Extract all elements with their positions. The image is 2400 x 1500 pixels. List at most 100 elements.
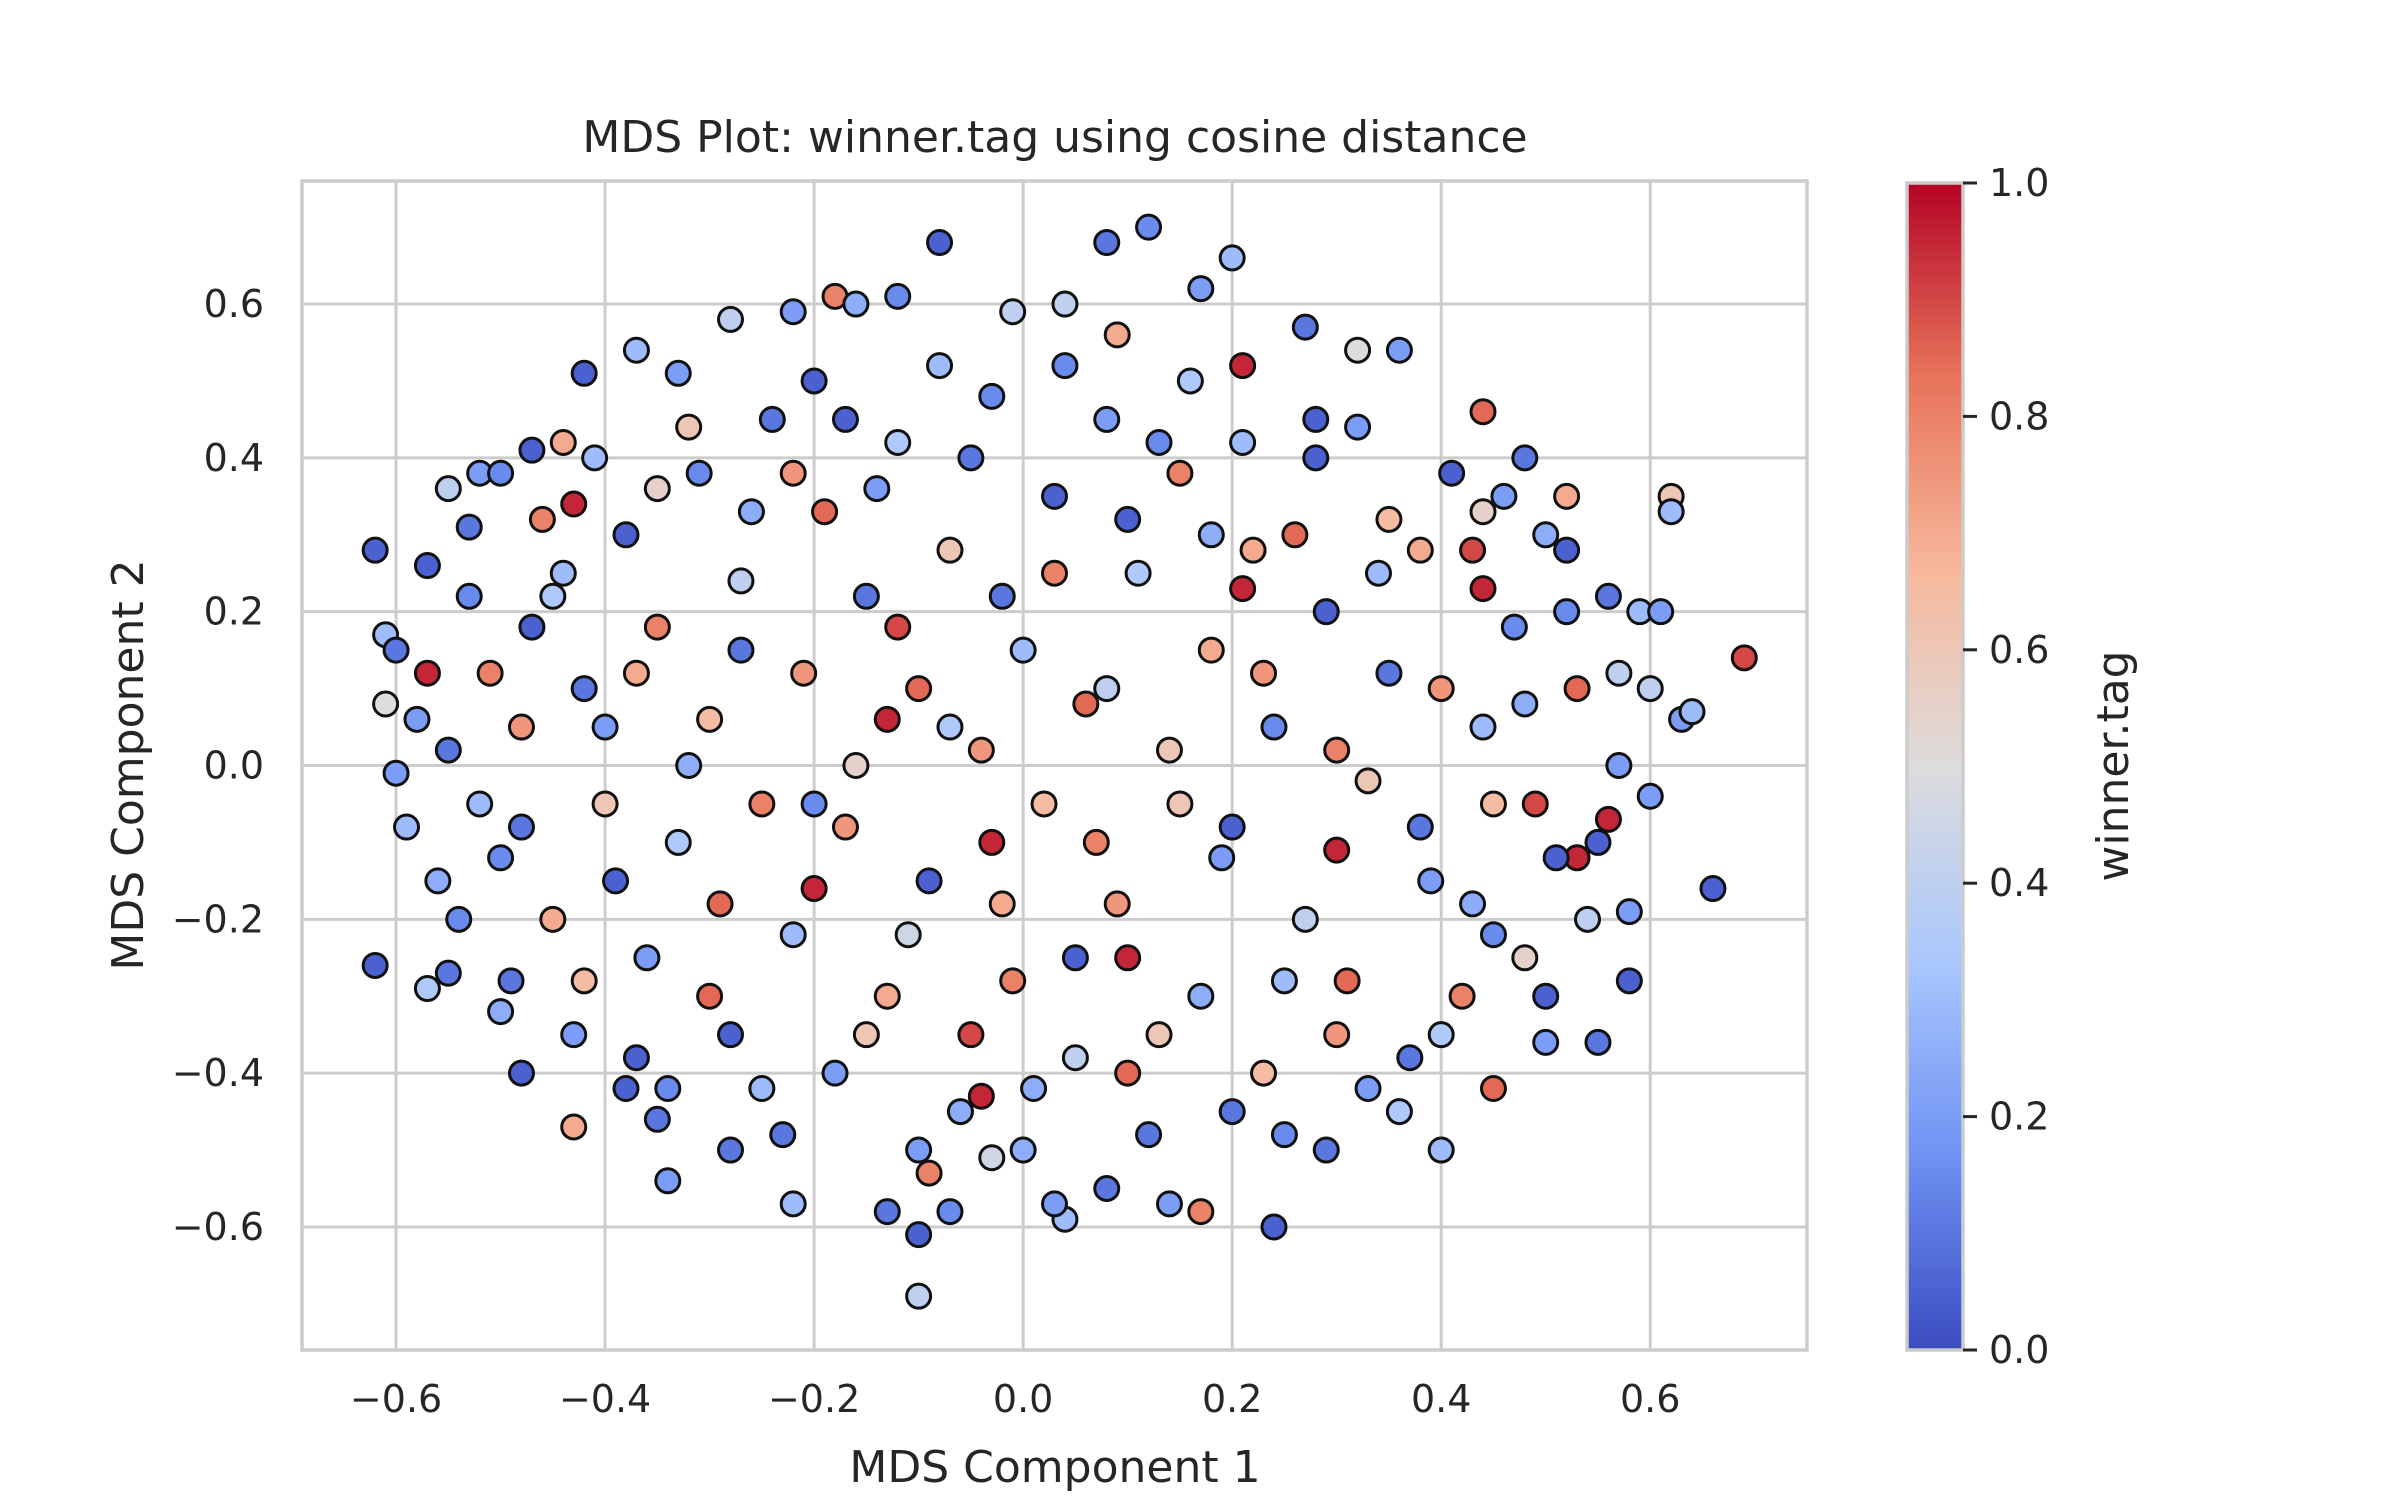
y-tick-label: −0.6 bbox=[172, 1205, 264, 1249]
data-point bbox=[1323, 836, 1351, 864]
data-point bbox=[1114, 1059, 1142, 1087]
data-point bbox=[560, 1113, 588, 1141]
data-point bbox=[664, 828, 692, 856]
x-tick-label: −0.4 bbox=[559, 1377, 651, 1421]
data-point bbox=[967, 736, 995, 764]
data-point bbox=[539, 905, 567, 933]
data-point bbox=[1155, 1190, 1183, 1218]
data-point bbox=[1009, 636, 1037, 664]
data-point bbox=[675, 752, 703, 779]
data-points bbox=[361, 213, 1758, 1310]
data-point bbox=[643, 475, 671, 503]
data-point bbox=[905, 1221, 933, 1249]
data-point bbox=[1093, 1174, 1121, 1202]
data-point bbox=[852, 582, 880, 610]
data-point bbox=[852, 1021, 880, 1049]
data-point bbox=[1479, 921, 1507, 949]
data-point bbox=[1051, 290, 1079, 318]
colorbar bbox=[1907, 183, 1963, 1350]
data-point bbox=[696, 982, 724, 1010]
data-point bbox=[1187, 1198, 1215, 1226]
data-point bbox=[936, 713, 964, 741]
data-point bbox=[1124, 559, 1152, 587]
data-point bbox=[1532, 521, 1560, 549]
data-point bbox=[1438, 459, 1466, 487]
data-point bbox=[1135, 1121, 1163, 1149]
data-point bbox=[570, 675, 598, 703]
data-point bbox=[560, 490, 588, 518]
data-point bbox=[748, 790, 776, 818]
data-point bbox=[1594, 805, 1622, 833]
data-point bbox=[424, 867, 452, 895]
data-point bbox=[1145, 1021, 1173, 1049]
data-point bbox=[633, 944, 661, 972]
colorbar-tick-label: 0.8 bbox=[1989, 394, 2049, 438]
data-point bbox=[779, 298, 807, 326]
data-point bbox=[1082, 828, 1110, 856]
data-point bbox=[1605, 752, 1633, 779]
data-point bbox=[800, 367, 828, 395]
data-point bbox=[675, 413, 703, 441]
data-point bbox=[1218, 1098, 1246, 1126]
data-point bbox=[1291, 905, 1319, 933]
data-point bbox=[1511, 444, 1539, 472]
data-point bbox=[957, 444, 985, 472]
data-point bbox=[570, 359, 598, 387]
data-point bbox=[1291, 313, 1319, 341]
data-point bbox=[466, 790, 494, 818]
data-point bbox=[685, 459, 713, 487]
data-point bbox=[873, 982, 901, 1010]
data-point bbox=[779, 921, 807, 949]
data-point bbox=[1584, 1028, 1612, 1056]
data-point bbox=[1427, 1021, 1455, 1049]
data-point bbox=[372, 690, 400, 718]
y-tick-label: 0.4 bbox=[204, 436, 264, 480]
data-point bbox=[946, 1098, 974, 1126]
data-point bbox=[487, 998, 515, 1026]
data-point bbox=[1615, 967, 1643, 995]
x-tick-label: 0.0 bbox=[993, 1377, 1053, 1421]
data-point bbox=[1302, 405, 1330, 433]
data-point bbox=[1072, 690, 1100, 718]
data-point bbox=[1208, 844, 1236, 872]
data-point bbox=[1323, 1021, 1351, 1049]
data-point bbox=[1135, 213, 1163, 241]
data-point bbox=[1542, 844, 1570, 872]
data-point bbox=[1155, 736, 1183, 764]
data-point bbox=[1406, 536, 1434, 564]
data-point bbox=[1166, 790, 1194, 818]
data-point bbox=[591, 790, 619, 818]
data-point bbox=[507, 813, 535, 841]
data-point bbox=[1375, 505, 1403, 533]
data-point bbox=[581, 444, 609, 472]
y-axis-label: MDS Component 2 bbox=[103, 559, 154, 970]
data-point bbox=[1427, 675, 1455, 703]
data-point bbox=[1469, 713, 1497, 741]
data-point bbox=[1364, 559, 1392, 587]
data-point bbox=[831, 813, 859, 841]
data-point bbox=[999, 967, 1027, 995]
colorbar-frame bbox=[1905, 181, 1965, 1352]
colorbar-tick-label: 0.6 bbox=[1989, 628, 2049, 672]
data-point bbox=[1479, 790, 1507, 818]
data-point bbox=[779, 459, 807, 487]
y-axis-ticks: −0.6 −0.4 −0.2 0.0 0.2 0.4 0.6 bbox=[172, 282, 264, 1249]
data-point bbox=[455, 513, 483, 541]
data-point bbox=[1699, 875, 1727, 903]
data-point bbox=[1553, 482, 1581, 510]
data-point bbox=[717, 305, 745, 333]
x-axis-label: MDS Component 1 bbox=[849, 1442, 1260, 1493]
data-point bbox=[717, 1136, 745, 1164]
data-point bbox=[361, 951, 389, 979]
x-tick-label: 0.2 bbox=[1202, 1377, 1262, 1421]
x-tick-label: 0.6 bbox=[1620, 1377, 1680, 1421]
data-point bbox=[1521, 790, 1549, 818]
data-point bbox=[612, 521, 640, 549]
data-point bbox=[999, 298, 1027, 326]
data-point bbox=[1647, 598, 1675, 626]
data-point bbox=[1187, 982, 1215, 1010]
data-point bbox=[1323, 736, 1351, 764]
data-point bbox=[393, 813, 421, 841]
data-point bbox=[1385, 1098, 1413, 1126]
